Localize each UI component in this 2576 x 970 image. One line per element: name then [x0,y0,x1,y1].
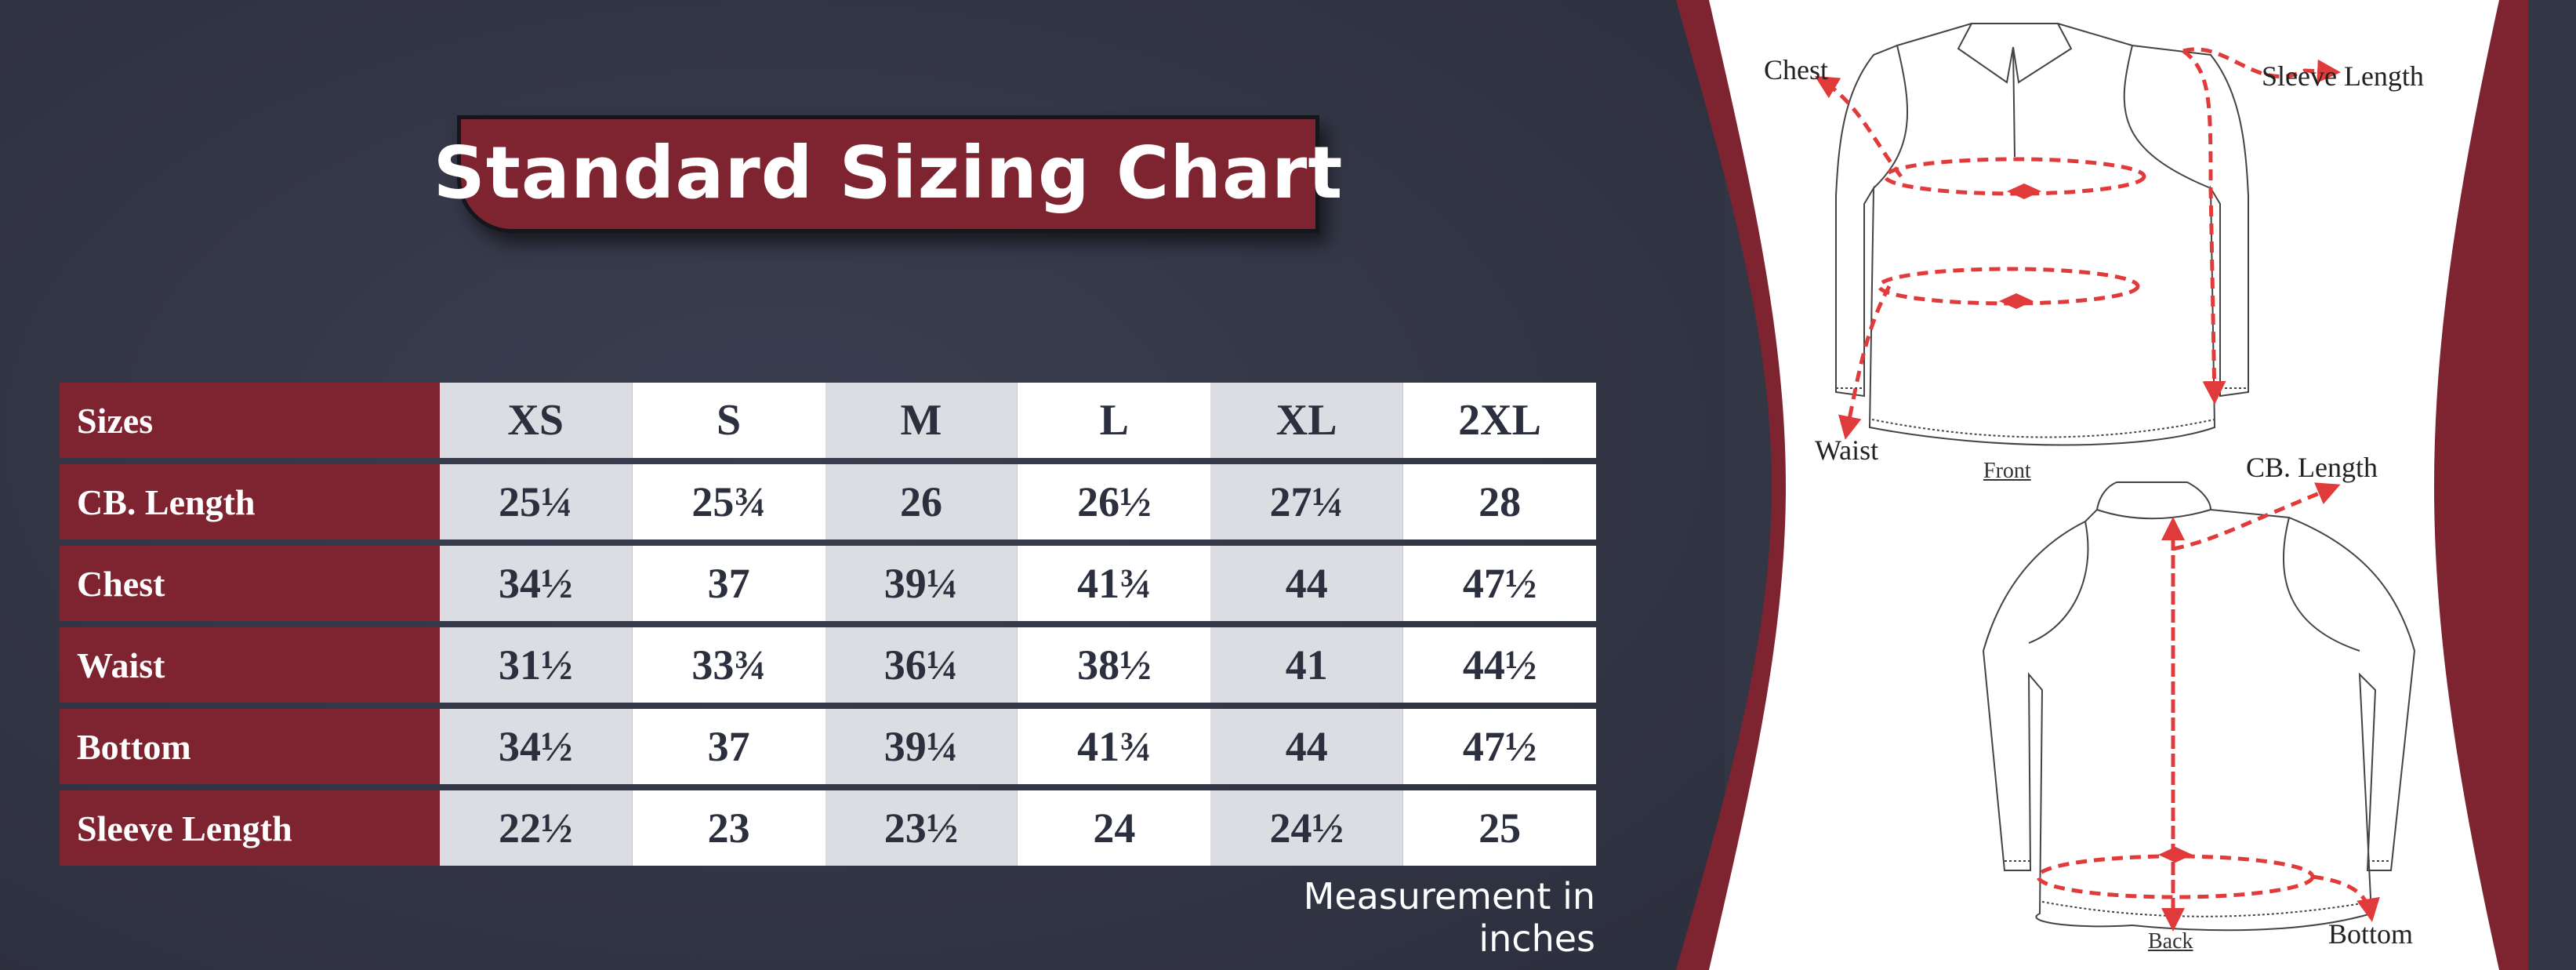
table-cell: 41¾ [1018,709,1211,784]
chest-label: Chest [1764,54,1829,85]
page-title: Standard Sizing Chart [433,130,1344,215]
table-row: Waist 31½ 33¾ 36¼ 38½ 41 44½ [60,627,1597,703]
table-cell: 26 [825,464,1018,539]
table-row: CB. Length 25¼ 25¾ 26 26½ 27¼ 28 [60,464,1597,539]
front-caption: Front [1983,459,2031,483]
table-cell: 36¼ [825,627,1018,703]
size-header: S [632,383,825,458]
table-cell: 41¾ [1018,546,1211,621]
table-cell: 34½ [439,546,633,621]
table-cell: 37 [632,546,825,621]
size-header: M [825,383,1018,458]
table-cell: 39¼ [825,709,1018,784]
garment-diagram [1676,0,2576,970]
bottom-label: Bottom [2328,918,2414,950]
table-cell: 44 [1210,709,1404,784]
table-cell: 23 [632,790,825,866]
size-header: L [1018,383,1211,458]
table-cell: 31½ [439,627,633,703]
garment-diagram-panel: Chest Sleeve Length Waist Front CB. Leng… [1662,0,2576,970]
table-cell: 24 [1018,790,1211,866]
right-edge [2528,0,2576,970]
table-row: Sleeve Length 22½ 23 23½ 24 24½ 25 [60,790,1597,866]
table-row: Chest 34½ 37 39¼ 41¾ 44 47½ [60,546,1597,621]
row-label: Bottom [60,709,440,784]
white-area [1709,0,2499,970]
size-header: XS [439,383,633,458]
table-header-row: Sizes XS S M L XL 2XL [60,383,1597,458]
table-cell: 25 [1403,790,1597,866]
table-cell: 22½ [439,790,633,866]
maroon-frame-right [2462,0,2528,970]
table-cell: 44 [1210,546,1404,621]
table-cell: 47½ [1403,709,1597,784]
table-cell: 24½ [1210,790,1404,866]
table-cell: 25¼ [439,464,633,539]
table-cell: 41 [1210,627,1404,703]
table-cell: 25¾ [632,464,825,539]
corner-label: Sizes [60,383,440,458]
row-label: CB. Length [60,464,440,539]
back-caption: Back [2148,929,2193,954]
waist-bowtie [1999,293,2034,309]
table-cell: 44½ [1403,627,1597,703]
table-cell: 37 [632,709,825,784]
table-cell: 33¾ [632,627,825,703]
table-cell: 34½ [439,709,633,784]
title-banner: Standard Sizing Chart [434,115,1342,233]
size-header: XL [1210,383,1404,458]
table-cell: 39¼ [825,546,1018,621]
table-cell: 23½ [825,790,1018,866]
row-label: Sleeve Length [60,790,440,866]
table-cell: 47½ [1403,546,1597,621]
table-cell: 27¼ [1210,464,1404,539]
table-cell: 38½ [1018,627,1211,703]
row-label: Chest [60,546,440,621]
table-cell: 26½ [1018,464,1211,539]
waist-label: Waist [1815,434,1879,466]
cb-length-label: CB. Length [2246,452,2378,483]
size-header: 2XL [1403,383,1597,458]
sleeve-length-label: Sleeve Length [2262,60,2424,92]
units-note: Measurement in inches [1303,875,1595,960]
table-row: Bottom 34½ 37 39¼ 41¾ 44 47½ [60,709,1597,784]
chest-bowtie [2007,183,2041,199]
table-cell: 28 [1403,464,1597,539]
row-label: Waist [60,627,440,703]
bottom-bowtie [2158,847,2193,863]
